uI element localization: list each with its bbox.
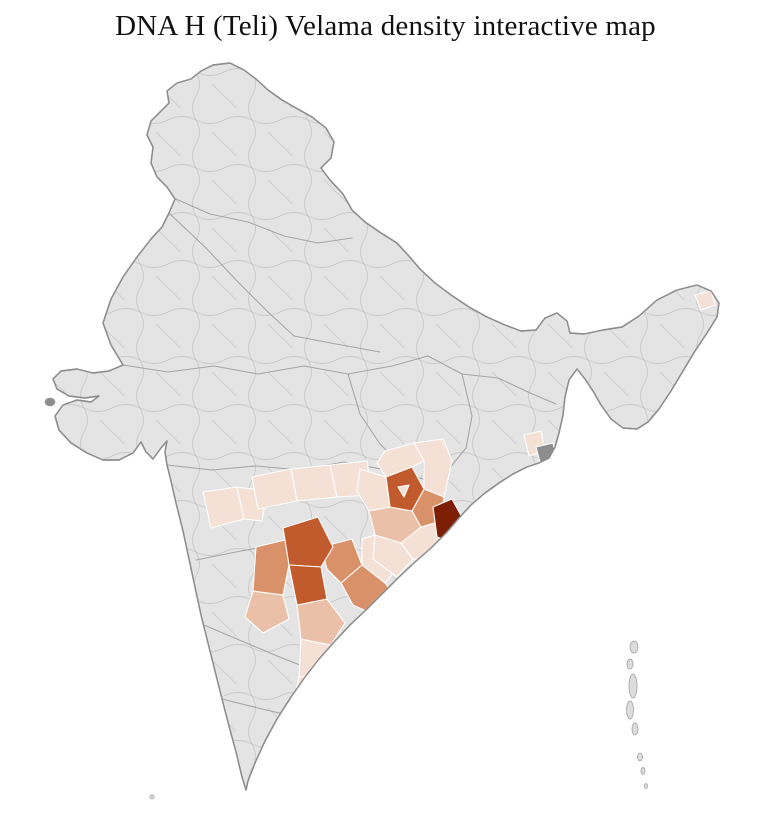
island[interactable] xyxy=(644,783,648,789)
island[interactable] xyxy=(629,640,639,654)
island[interactable] xyxy=(628,673,638,699)
island[interactable] xyxy=(637,752,643,762)
district[interactable] xyxy=(388,582,430,612)
island-dark[interactable] xyxy=(44,397,56,407)
island[interactable] xyxy=(149,794,155,800)
district[interactable] xyxy=(298,638,332,678)
island[interactable] xyxy=(640,767,646,775)
district[interactable] xyxy=(252,538,290,596)
district[interactable] xyxy=(292,674,328,708)
islands xyxy=(44,397,648,800)
island[interactable] xyxy=(626,658,634,670)
island[interactable] xyxy=(626,700,634,720)
district[interactable] xyxy=(286,704,322,740)
island[interactable] xyxy=(631,722,639,736)
page-title: DNA H (Teli) Velama density interactive … xyxy=(115,10,656,42)
district[interactable] xyxy=(290,464,338,502)
